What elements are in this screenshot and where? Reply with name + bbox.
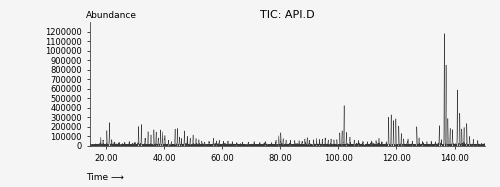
Text: Abundance: Abundance (86, 11, 137, 20)
Title: TIC: API.D: TIC: API.D (260, 10, 315, 20)
Text: Time ⟶: Time ⟶ (86, 173, 124, 182)
